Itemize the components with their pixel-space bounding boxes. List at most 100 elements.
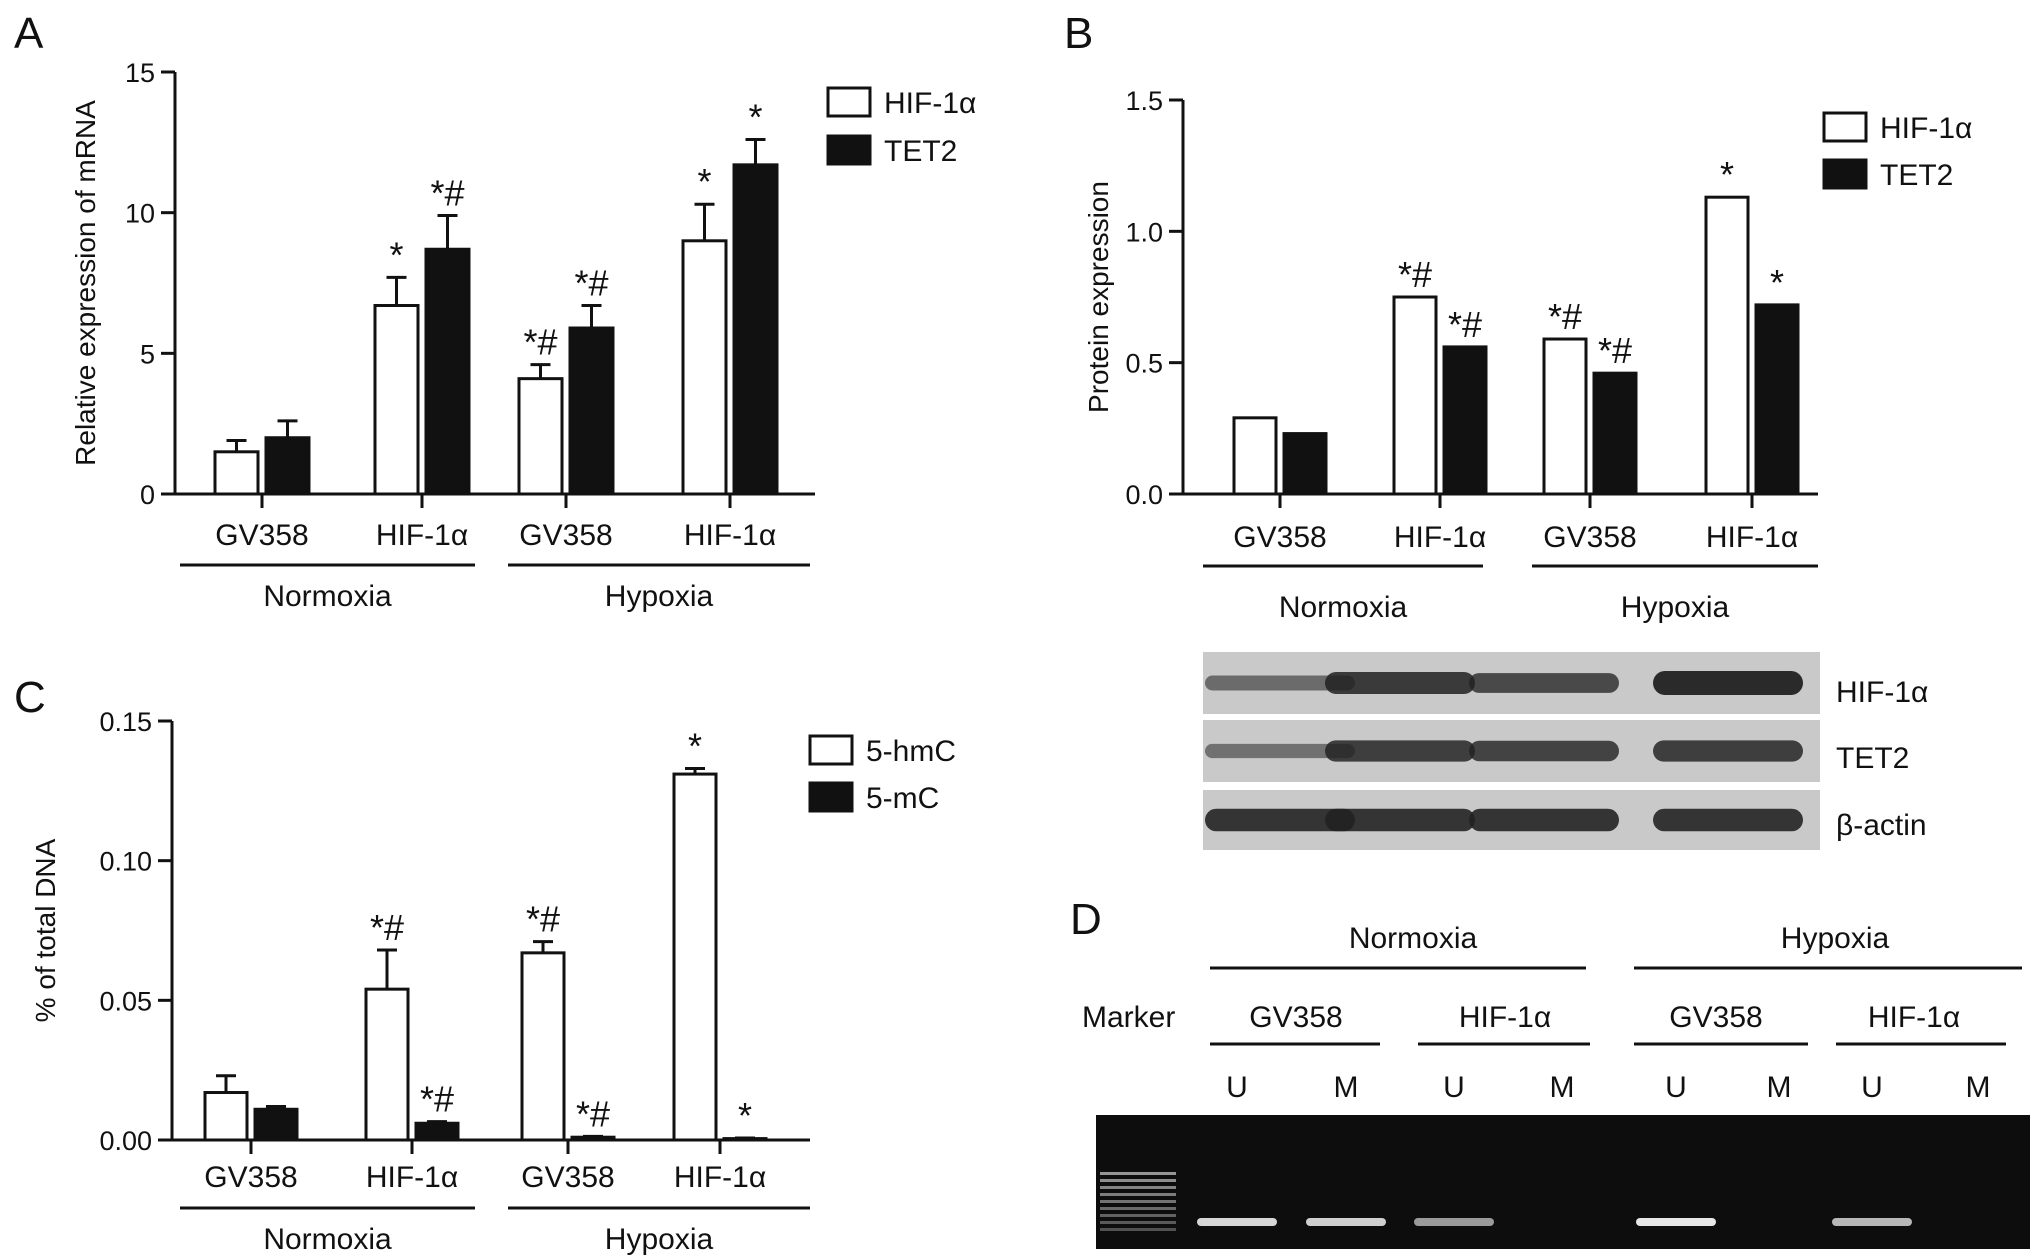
blot-band	[1653, 808, 1803, 832]
legend-swatch	[808, 781, 854, 813]
legend-swatch	[1822, 111, 1868, 143]
panel-letter-a: A	[14, 9, 44, 58]
bar	[253, 1107, 299, 1142]
legend-swatch	[826, 86, 872, 118]
significance-label: *#	[420, 1079, 454, 1120]
bar	[732, 163, 779, 496]
bar	[1542, 337, 1588, 496]
gel-subgroup-label: HIF-1α	[1868, 1001, 1960, 1034]
blot-label-hif1a: HIF-1α	[1836, 676, 1928, 709]
y-tick-label: 15	[125, 58, 155, 88]
significance-label: *	[1720, 154, 1734, 195]
blot-band	[1653, 740, 1803, 762]
blot-band	[1325, 672, 1475, 694]
group-label: Normoxia	[1279, 591, 1408, 624]
significance-label: *#	[523, 322, 557, 363]
bar	[1704, 195, 1750, 496]
bar	[213, 450, 260, 496]
gel-lane-label: U	[1861, 1071, 1883, 1104]
bar	[1282, 432, 1328, 496]
gel-marker-band	[1100, 1200, 1176, 1203]
significance-label: *#	[1548, 296, 1582, 337]
significance-label: *	[748, 97, 762, 138]
legend-swatch	[1822, 158, 1868, 190]
chart-panel-b: 0.0 0.5 1.0 1.5 GV358 HIF-1α GV358 HIF-1α Protei…	[1083, 86, 1972, 624]
x-category-label: GV358	[1233, 521, 1326, 554]
gel-marker-band	[1100, 1193, 1176, 1196]
panel-letter-c: C	[14, 673, 46, 722]
y-tick-label: 0.15	[99, 707, 152, 737]
bar	[424, 247, 471, 496]
x-category-label: HIF-1α	[674, 1161, 766, 1194]
gel-band	[1197, 1218, 1277, 1226]
blot-band	[1325, 808, 1475, 832]
gel-marker-band	[1100, 1186, 1176, 1189]
chart-panel-a: 0 5 10 15 GV358 HIF-1α GV358 HIF-1α Relative exp…	[70, 58, 976, 613]
gel-marker-band	[1100, 1207, 1176, 1210]
bar	[570, 1135, 616, 1142]
gel-lane-label: M	[1966, 1071, 1991, 1104]
y-tick-label: 1.0	[1125, 217, 1163, 247]
bar	[722, 1137, 768, 1142]
bar	[672, 772, 718, 1142]
bar	[373, 304, 420, 496]
y-axis-label: % of total DNA	[30, 838, 61, 1022]
x-category-label: HIF-1α	[1394, 521, 1486, 554]
group-label: Hypoxia	[1621, 591, 1730, 624]
blot-band	[1469, 673, 1619, 693]
gel-group-label-hypoxia: Hypoxia	[1781, 922, 1890, 955]
gel-band	[1414, 1218, 1494, 1226]
y-tick-label: 10	[125, 199, 155, 229]
significance-label: *	[738, 1095, 752, 1136]
legend-label: 5-mC	[866, 782, 939, 815]
x-category-label: HIF-1α	[376, 519, 468, 552]
y-tick-label: 0	[140, 480, 155, 510]
blot-band	[1469, 740, 1619, 762]
y-axis-label: Relative expression of mRNA	[70, 100, 101, 466]
y-tick-label: 1.5	[1125, 86, 1163, 116]
blot-band	[1653, 671, 1803, 695]
blot-band	[1205, 743, 1355, 759]
panel-letter-b: B	[1064, 9, 1093, 58]
legend-label: HIF-1α	[1880, 112, 1972, 145]
x-category-label: HIF-1α	[684, 519, 776, 552]
gel-marker-band	[1100, 1221, 1176, 1224]
bar	[264, 436, 311, 496]
bar	[1232, 416, 1278, 496]
y-tick-label: 5	[140, 339, 155, 369]
legend-label: 5-hmC	[866, 735, 956, 768]
bar	[364, 987, 410, 1142]
significance-label: *	[389, 234, 403, 275]
legend-label: TET2	[1880, 159, 1953, 192]
significance-label: *#	[574, 263, 608, 304]
significance-label: *	[1770, 262, 1784, 303]
x-category-label: GV358	[1543, 521, 1636, 554]
gel-band	[1636, 1218, 1716, 1226]
western-blot: HIF-1α TET2 β-actin	[1203, 652, 1928, 850]
gel-group-label-normoxia: Normoxia	[1349, 922, 1478, 955]
bar	[1754, 303, 1800, 496]
bar	[1592, 371, 1638, 496]
group-label: Normoxia	[263, 580, 392, 613]
group-label: Normoxia	[263, 1223, 392, 1256]
x-category-label: GV358	[204, 1161, 297, 1194]
gel-subgroup-label: GV358	[1669, 1001, 1762, 1034]
legend-label: HIF-1α	[884, 87, 976, 120]
chart-panel-c: 0.00 0.05 0.10 0.15 GV358 HIF-1α GV358 HIF-1α % …	[30, 707, 956, 1256]
gel-background	[1096, 1115, 2030, 1249]
blot-band	[1205, 675, 1355, 691]
gel-marker-band	[1100, 1172, 1176, 1175]
legend-label: TET2	[884, 135, 957, 168]
group-label: Hypoxia	[605, 580, 714, 613]
blot-band	[1469, 808, 1619, 832]
bar	[520, 951, 566, 1142]
significance-label: *	[697, 161, 711, 202]
gel-marker-band	[1100, 1214, 1176, 1217]
x-category-label: GV358	[519, 519, 612, 552]
significance-label: *#	[1598, 330, 1632, 371]
y-tick-label: 0.0	[1125, 480, 1163, 510]
gel-lane-label: U	[1443, 1071, 1465, 1104]
bar	[517, 377, 564, 496]
y-tick-label: 0.10	[99, 847, 152, 877]
